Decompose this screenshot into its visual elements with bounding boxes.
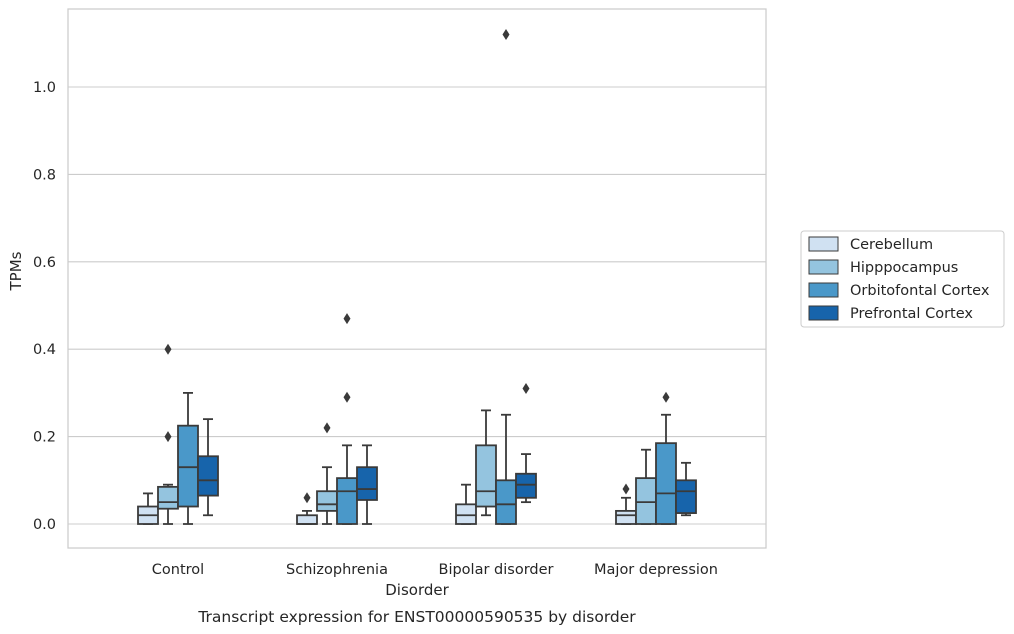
box-iqr — [455, 503, 477, 525]
legend: Cerebellum Hipppocampus Orbitofontal Corte… — [800, 230, 1005, 328]
box-cerebellum — [296, 492, 318, 525]
outlier-point — [622, 483, 630, 495]
box-orbitofontal-cortex — [177, 391, 199, 525]
y-tick-label: 1.0 — [33, 80, 56, 96]
box-iqr — [515, 472, 537, 499]
box-orbitofontal-cortex — [336, 313, 358, 525]
x-tick-label: Control — [152, 562, 204, 578]
box-prefrontal-cortex — [675, 461, 697, 517]
x-tick-label: Major depression — [594, 562, 718, 578]
box-prefrontal-cortex — [197, 418, 219, 517]
box-iqr — [495, 479, 517, 525]
y-tick-label: 0.0 — [33, 517, 56, 533]
outlier-point — [662, 391, 670, 403]
y-tick-label: 0.6 — [33, 255, 56, 271]
box-prefrontal-cortex — [356, 444, 378, 525]
chart-caption: Transcript expression for ENST0000059053… — [197, 608, 636, 626]
plot-frame — [67, 8, 767, 549]
x-tick-label: Bipolar disorder — [439, 562, 554, 578]
box-iqr — [356, 466, 378, 501]
box-iqr — [197, 455, 219, 497]
box-cerebellum — [615, 483, 637, 525]
box-iqr — [635, 477, 657, 525]
legend-swatch — [808, 305, 839, 321]
legend-label: Prefrontal Cortex — [850, 306, 973, 322]
legend-swatch — [808, 259, 839, 275]
legend-label: Cerebellum — [850, 237, 933, 253]
box-prefrontal-cortex — [515, 383, 537, 504]
box-iqr — [475, 444, 497, 508]
box-hipppocampus — [316, 422, 338, 525]
outlier-point — [343, 391, 351, 403]
box-orbitofontal-cortex — [495, 29, 517, 525]
legend-swatch — [808, 236, 839, 252]
y-axis-title: TPMs — [7, 251, 25, 291]
box-cerebellum — [137, 492, 159, 525]
box-cerebellum — [455, 483, 477, 525]
legend-frame — [800, 230, 1005, 328]
outlier-point — [343, 313, 351, 325]
outlier-point — [164, 343, 172, 355]
box-orbitofontal-cortex — [655, 391, 677, 525]
box-iqr — [655, 442, 677, 525]
outlier-point — [323, 422, 331, 434]
box-iqr — [296, 514, 318, 525]
outlier-point — [502, 29, 510, 41]
x-axis-title: Disorder — [385, 581, 449, 599]
legend-label: Orbitofontal Cortex — [850, 283, 990, 299]
box-iqr — [336, 477, 358, 525]
outlier-point — [164, 431, 172, 443]
box-iqr — [675, 479, 697, 514]
outlier-point — [522, 383, 530, 395]
box-hipppocampus — [157, 343, 179, 525]
box-iqr — [615, 509, 637, 525]
outlier-point — [303, 492, 311, 504]
y-tick-label: 0.2 — [33, 430, 56, 446]
x-tick-labels: Control Schizophrenia Bipolar disorder Majo… — [152, 562, 718, 578]
box-iqr — [157, 485, 179, 510]
legend-label: Hipppocampus — [850, 260, 958, 276]
y-tick-label: 0.8 — [33, 167, 56, 183]
x-tick-label: Schizophrenia — [286, 562, 388, 578]
box-layer — [137, 29, 697, 525]
box-iqr — [316, 490, 338, 512]
legend-swatch — [808, 282, 839, 298]
box-hipppocampus — [475, 409, 497, 517]
y-tick-label: 0.4 — [33, 342, 56, 358]
y-tick-labels: 0.0 0.2 0.4 0.6 0.8 1.0 — [33, 80, 56, 533]
box-iqr — [177, 424, 199, 508]
